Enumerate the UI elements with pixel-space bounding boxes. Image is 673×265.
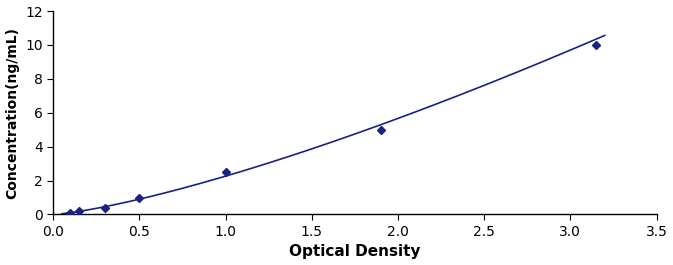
Y-axis label: Concentration(ng/mL): Concentration(ng/mL)	[5, 27, 20, 199]
X-axis label: Optical Density: Optical Density	[289, 244, 421, 259]
